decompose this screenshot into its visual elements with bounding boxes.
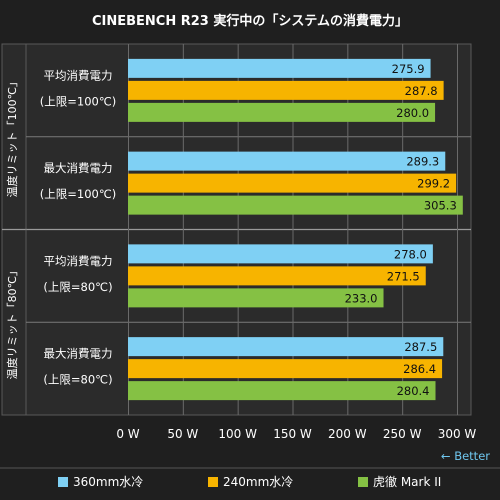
bar [128, 102, 436, 122]
x-tick-label: 150 W [273, 427, 312, 441]
x-axis-ticks: 0 W 50 W 100 W 150 W 200 W 250 W 300 W [116, 427, 476, 441]
bar [128, 359, 443, 379]
bar-value-label: 305.3 [424, 199, 457, 213]
chart-title: CINEBENCH R23 実行中の「システムの消費電力」 [92, 13, 408, 29]
bars: 275.9 287.8 280.0 289.3 299.2 305.3 278.0 271.5… [128, 58, 463, 401]
x-tick-label: 250 W [383, 427, 422, 441]
legend-swatch [58, 477, 68, 487]
bar [128, 195, 463, 215]
legend-entry: 360mm水冷 [73, 475, 143, 489]
legend-entry: 虎徹 Mark II [373, 474, 441, 489]
x-tick-label: 100 W [218, 427, 257, 441]
bar-value-label: 287.8 [405, 84, 438, 98]
bar-value-label: 299.2 [417, 177, 450, 191]
x-tick-label: 200 W [328, 427, 367, 441]
category-label-line2: (上限=100℃) [40, 187, 116, 201]
category-label-line2: (上限=100℃) [40, 94, 116, 108]
better-direction-label: ← Better [441, 449, 490, 463]
bar-value-label: 275.9 [392, 62, 425, 76]
bar [128, 244, 433, 264]
bar [128, 173, 457, 193]
bar [128, 151, 446, 171]
bar-value-label: 280.0 [396, 106, 429, 120]
category-label-line1: 平均消費電力 [44, 68, 113, 82]
bar-value-label: 289.3 [406, 155, 439, 169]
bar-value-label: 271.5 [387, 269, 420, 283]
bar [128, 266, 426, 286]
category-labels: 温度リミット「100℃」平均消費電力(上限=100℃)最大消費電力(上限=100… [5, 68, 116, 386]
bar [128, 58, 431, 78]
legend-entry: 240mm水冷 [223, 475, 293, 489]
x-tick-label: 0 W [116, 427, 139, 441]
category-label-line1: 平均消費電力 [44, 254, 113, 268]
bar [128, 381, 436, 401]
category-label-line1: 最大消費電力 [44, 347, 113, 361]
x-tick-label: 50 W [167, 427, 198, 441]
bar-value-label: 287.5 [404, 340, 437, 354]
category-label-line2: (上限=80℃) [43, 280, 112, 294]
bar-value-label: 233.0 [345, 291, 378, 305]
legend-swatch [358, 477, 368, 487]
bar [128, 288, 384, 308]
group-label: 温度リミット「100℃」 [5, 76, 19, 197]
legend: 360mm水冷 240mm水冷 虎徹 Mark II [0, 467, 500, 489]
group-label: 温度リミット「80℃」 [5, 265, 19, 379]
category-label-line2: (上限=80℃) [43, 373, 112, 387]
category-label-line1: 最大消費電力 [44, 161, 113, 175]
bar [128, 80, 444, 100]
legend-swatch [208, 477, 218, 487]
x-tick-label: 300 W [438, 427, 477, 441]
bar-value-label: 278.0 [394, 247, 427, 261]
bar-value-label: 286.4 [403, 362, 436, 376]
bar [128, 337, 444, 357]
bar-value-label: 280.4 [397, 384, 430, 398]
